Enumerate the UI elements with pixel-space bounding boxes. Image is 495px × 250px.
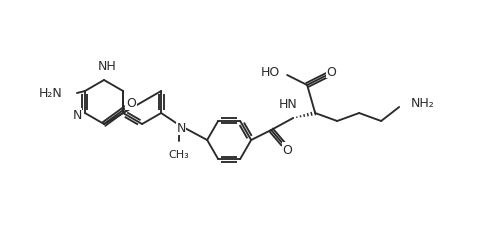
Text: HO: HO: [261, 65, 280, 78]
Text: HN: HN: [279, 98, 297, 110]
Text: NH₂: NH₂: [411, 96, 435, 109]
Text: N: N: [72, 109, 82, 122]
Text: O: O: [282, 143, 292, 156]
Text: O: O: [126, 97, 136, 110]
Text: CH₃: CH₃: [169, 150, 190, 159]
Text: O: O: [326, 65, 336, 78]
Text: H₂N: H₂N: [39, 87, 63, 100]
Text: NH: NH: [98, 60, 116, 73]
Text: N: N: [177, 122, 186, 135]
